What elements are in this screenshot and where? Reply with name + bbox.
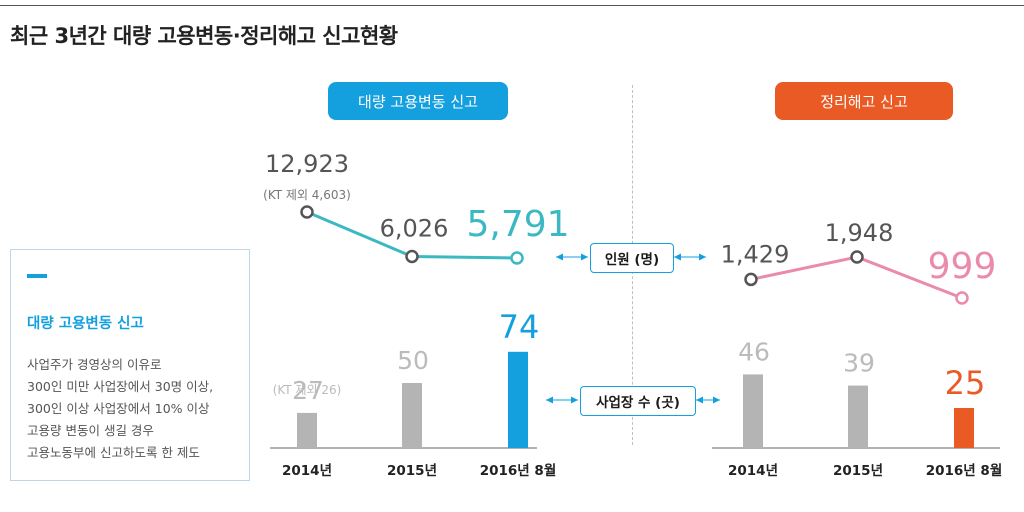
left-sites-bar [508, 351, 528, 448]
left-sites-value-label: 50 [397, 346, 429, 375]
left-sites-category-label: 2014년 [282, 463, 332, 479]
sites-label: 사업장 수 (곳) [580, 386, 696, 416]
left-people-point [510, 251, 524, 265]
left-people-note: (KT 제외 4,603) [263, 188, 351, 202]
right-sites-category-label: 2015년 [833, 463, 883, 479]
right-sites-value-label: 39 [843, 349, 875, 378]
sites-arrow-left-head-right [571, 396, 578, 404]
top-rule [0, 5, 1024, 6]
info-line: 300인 이상 사업장에서 10% 이상 [27, 401, 210, 416]
left-sites-note: (KT 제외 26) [273, 383, 342, 397]
left-sites-category-label: 2016년 8월 [480, 462, 557, 479]
left-people-value-label: 6,026 [380, 214, 449, 242]
right-sites-value-label: 25 [945, 364, 986, 402]
people-arrow-right-head-right [699, 253, 706, 261]
left-people-value-label: 5,791 [466, 204, 569, 245]
info-box: 대량 고용변동 신고 사업주가 경영상의 이유로 300인 미만 사업장에서 3… [10, 249, 250, 481]
right-people-value-label: 1,429 [721, 240, 790, 268]
people-arrow-left-head-left [556, 253, 563, 261]
page-title: 최근 3년간 대량 고용변동·정리해고 신고현황 [10, 24, 398, 48]
left-sites-bar [402, 383, 422, 448]
info-line: 300인 미만 사업장에서 30명 이상, [27, 379, 214, 394]
left-people-value-label: 12,923 [265, 150, 349, 178]
right-people-value-label: 999 [928, 246, 997, 287]
right-sites-category-label: 2016년 8월 [926, 462, 1003, 479]
right-people-point [955, 291, 969, 305]
right-people-point [744, 272, 758, 287]
left-sites-bar [297, 412, 317, 448]
left-sites-value-label: 74 [499, 308, 540, 346]
left-sites-value-label: 27 [292, 376, 324, 405]
people-arrow-right-head-left [674, 253, 681, 261]
right-people-point [850, 250, 864, 264]
people-arrow-left-head-right [581, 253, 588, 261]
right-header-pill: 정리해고 신고 [775, 82, 953, 120]
info-line: 고용노동부에 신고하도록 한 제도 [27, 445, 200, 460]
right-people-value-label: 1,948 [825, 219, 894, 247]
right-sites-bar [848, 385, 868, 448]
people-label: 인원 (명) [590, 243, 674, 273]
right-sites-value-label: 46 [738, 337, 770, 366]
right-sites-bar [954, 408, 974, 448]
left-people-point [300, 205, 314, 219]
sites-arrow-right-head-left [696, 396, 703, 404]
right-sites-category-label: 2014년 [728, 463, 778, 479]
info-line: 사업주가 경영상의 이유로 [27, 357, 162, 372]
sites-arrow-right-head-right [713, 396, 720, 404]
left-people-point [405, 249, 419, 264]
info-accent-bar [27, 274, 47, 278]
left-sites-category-label: 2015년 [387, 463, 437, 479]
info-title: 대량 고용변동 신고 [27, 316, 144, 332]
info-line: 고용량 변동이 생길 경우 [27, 423, 154, 438]
right-sites-bar [743, 374, 763, 448]
sites-arrow-left-head-left [546, 396, 553, 404]
info-description: 사업주가 경영상의 이유로 300인 미만 사업장에서 30명 이상, 300인… [27, 354, 247, 464]
left-header-pill: 대량 고용변동 신고 [328, 82, 508, 120]
